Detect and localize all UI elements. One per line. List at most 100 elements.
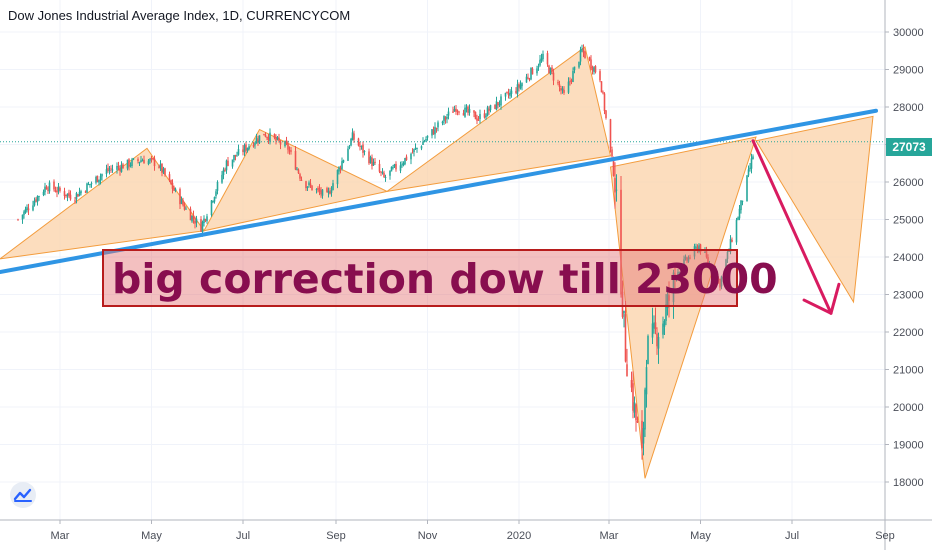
pattern-triangle <box>609 136 757 479</box>
candle-body <box>300 179 303 181</box>
candle-body <box>725 259 727 278</box>
candle-body <box>173 187 175 191</box>
candle-body <box>489 105 492 111</box>
candle-body <box>458 111 460 113</box>
y-tick-label: 24000 <box>893 252 924 264</box>
candle-body <box>630 380 633 388</box>
projection-arrow-head <box>802 298 833 315</box>
candle-body <box>44 186 46 193</box>
candle-body <box>290 150 292 152</box>
candle-body <box>45 187 48 190</box>
candle-body <box>389 170 391 176</box>
candle-body <box>90 183 93 185</box>
candle-body <box>101 174 103 177</box>
candle-body <box>84 191 87 193</box>
candle-body <box>402 163 405 166</box>
candle-body <box>326 188 328 193</box>
candle-body <box>77 194 79 197</box>
candle-body <box>531 68 534 75</box>
candle-body <box>351 132 354 141</box>
candle-body <box>519 84 522 89</box>
candle-body <box>435 128 438 130</box>
candle-body <box>392 167 394 169</box>
candle-body <box>515 90 517 93</box>
candle-body <box>464 107 466 117</box>
candle-body <box>257 139 259 142</box>
candle-body <box>201 221 204 233</box>
candle-body <box>636 420 639 423</box>
candle-body <box>494 104 496 109</box>
candle-body <box>308 182 310 186</box>
y-tick-label: 31000 <box>893 0 924 2</box>
candle-body <box>644 389 646 430</box>
candle-body <box>549 67 552 75</box>
candle-body <box>143 159 145 164</box>
candle-body <box>686 257 688 261</box>
candle-body <box>374 161 376 163</box>
candle-body <box>246 147 249 151</box>
candle-body <box>206 216 208 222</box>
candle-body <box>108 169 111 171</box>
x-tick-label: Sep <box>326 530 346 542</box>
candle-body <box>653 322 655 329</box>
y-tick-label: 23000 <box>893 290 924 302</box>
candle-body <box>729 239 732 252</box>
candle-body <box>215 191 217 197</box>
candle-body <box>737 217 739 221</box>
candle-body <box>59 187 61 191</box>
candlestick-series <box>17 44 754 460</box>
candle-body <box>224 169 226 171</box>
candle-body <box>704 251 706 253</box>
candle-body <box>411 152 414 154</box>
candle-body <box>279 141 282 145</box>
candle-body <box>152 158 154 160</box>
candle-body <box>129 165 132 167</box>
candle-body <box>581 49 583 51</box>
candle-body <box>654 322 657 330</box>
candle-body <box>455 108 457 112</box>
candle-body <box>683 259 685 272</box>
candle-body <box>140 160 142 162</box>
candle-body <box>678 272 681 274</box>
candle-body <box>401 164 403 166</box>
candle-body <box>353 133 355 140</box>
candle-body <box>380 171 382 173</box>
candle-body <box>528 78 531 80</box>
candle-body <box>315 189 318 191</box>
candle-body <box>708 264 711 266</box>
candle-body <box>383 172 385 178</box>
candle-body <box>530 67 532 80</box>
candle-body <box>99 176 102 181</box>
candle-body <box>599 71 601 81</box>
candle-body <box>363 150 366 152</box>
candle-body <box>698 245 700 252</box>
candle-body <box>746 175 748 202</box>
candle-body <box>327 190 330 193</box>
candle-body <box>306 186 309 189</box>
candle-body <box>518 84 520 88</box>
candle-body <box>266 136 268 138</box>
candle-body <box>611 149 613 157</box>
candle-body <box>179 189 181 205</box>
candle-body <box>707 257 709 264</box>
candle-body <box>107 167 109 171</box>
candle-body <box>371 157 373 167</box>
candle-body <box>174 188 177 192</box>
candle-body <box>504 92 507 97</box>
candle-body <box>53 181 55 190</box>
candle-body <box>212 201 214 203</box>
candle-body <box>65 194 67 197</box>
candle-body <box>338 167 340 172</box>
pattern-triangle <box>386 46 612 192</box>
candle-body <box>48 182 51 192</box>
candle-body <box>465 107 468 109</box>
candle-body <box>227 160 229 166</box>
candle-body <box>243 145 246 153</box>
candle-body <box>486 107 489 117</box>
candle-body <box>591 67 594 71</box>
candle-body <box>35 199 37 202</box>
candle-body <box>294 150 297 170</box>
candle-body <box>600 81 603 93</box>
candle-body <box>117 166 120 168</box>
